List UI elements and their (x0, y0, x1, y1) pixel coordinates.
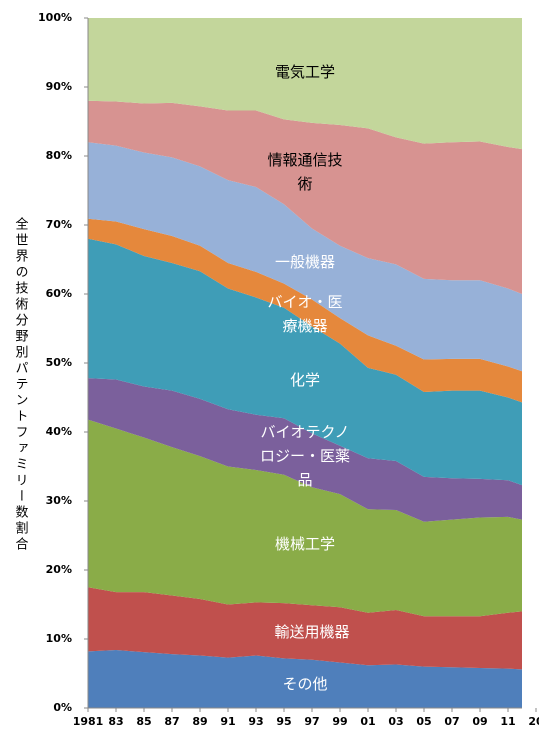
area (88, 238, 522, 486)
area-label: バイオテクノロジー・医薬品 (260, 423, 350, 489)
x-tick-label: 91 (220, 715, 235, 728)
x-tick-label: 89 (192, 715, 207, 728)
x-tick-label: 95 (276, 715, 291, 728)
x-tick-label: 01 (360, 715, 375, 728)
area-label: 情報通信技術 (267, 151, 342, 193)
area-label: 一般機器 (275, 253, 335, 271)
x-tick-label: 85 (136, 715, 151, 728)
x-tick-label: 11 (500, 715, 515, 728)
area (88, 142, 522, 372)
x-tick-label: 07 (444, 715, 459, 728)
y-tick-label: 30% (46, 494, 72, 507)
y-tick-label: 0% (53, 701, 72, 714)
x-tick-label: 05 (416, 715, 431, 728)
y-tick-label: 60% (46, 287, 72, 300)
area (88, 100, 522, 294)
area-label: 輸送用機器 (274, 623, 349, 641)
y-tick-label: 20% (46, 563, 72, 576)
area (88, 378, 522, 522)
y-tick-label: 10% (46, 632, 72, 645)
y-tick-label: 70% (46, 218, 72, 231)
y-tick-label: 80% (46, 149, 72, 162)
area (88, 419, 522, 617)
x-tick-label: 20 (528, 715, 539, 728)
x-tick-label: 97 (304, 715, 319, 728)
x-tick-label: 87 (164, 715, 179, 728)
y-tick-label: 40% (46, 425, 72, 438)
area-label: 化学 (290, 371, 320, 389)
area-label: バイオ・医療機器 (267, 293, 342, 335)
y-tick-label: 50% (46, 356, 72, 369)
area-label: 機械工学 (275, 535, 335, 553)
y-tick-label: 90% (46, 80, 72, 93)
area (88, 587, 522, 670)
area-label: その他 (282, 675, 327, 693)
area (88, 18, 522, 150)
x-tick-label: 03 (388, 715, 403, 728)
x-tick-label: 09 (472, 715, 487, 728)
x-tick-label: 99 (332, 715, 347, 728)
y-axis-label: 全世界の技術分野別パテントファミリー数割合 (13, 216, 29, 553)
x-tick-label: 83 (108, 715, 123, 728)
area-label: 電気工学 (275, 63, 335, 81)
x-tick-label: 1981 (73, 715, 104, 728)
y-tick-label: 100% (38, 11, 72, 24)
x-tick-label: 93 (248, 715, 263, 728)
area (88, 218, 522, 403)
area (88, 650, 522, 708)
